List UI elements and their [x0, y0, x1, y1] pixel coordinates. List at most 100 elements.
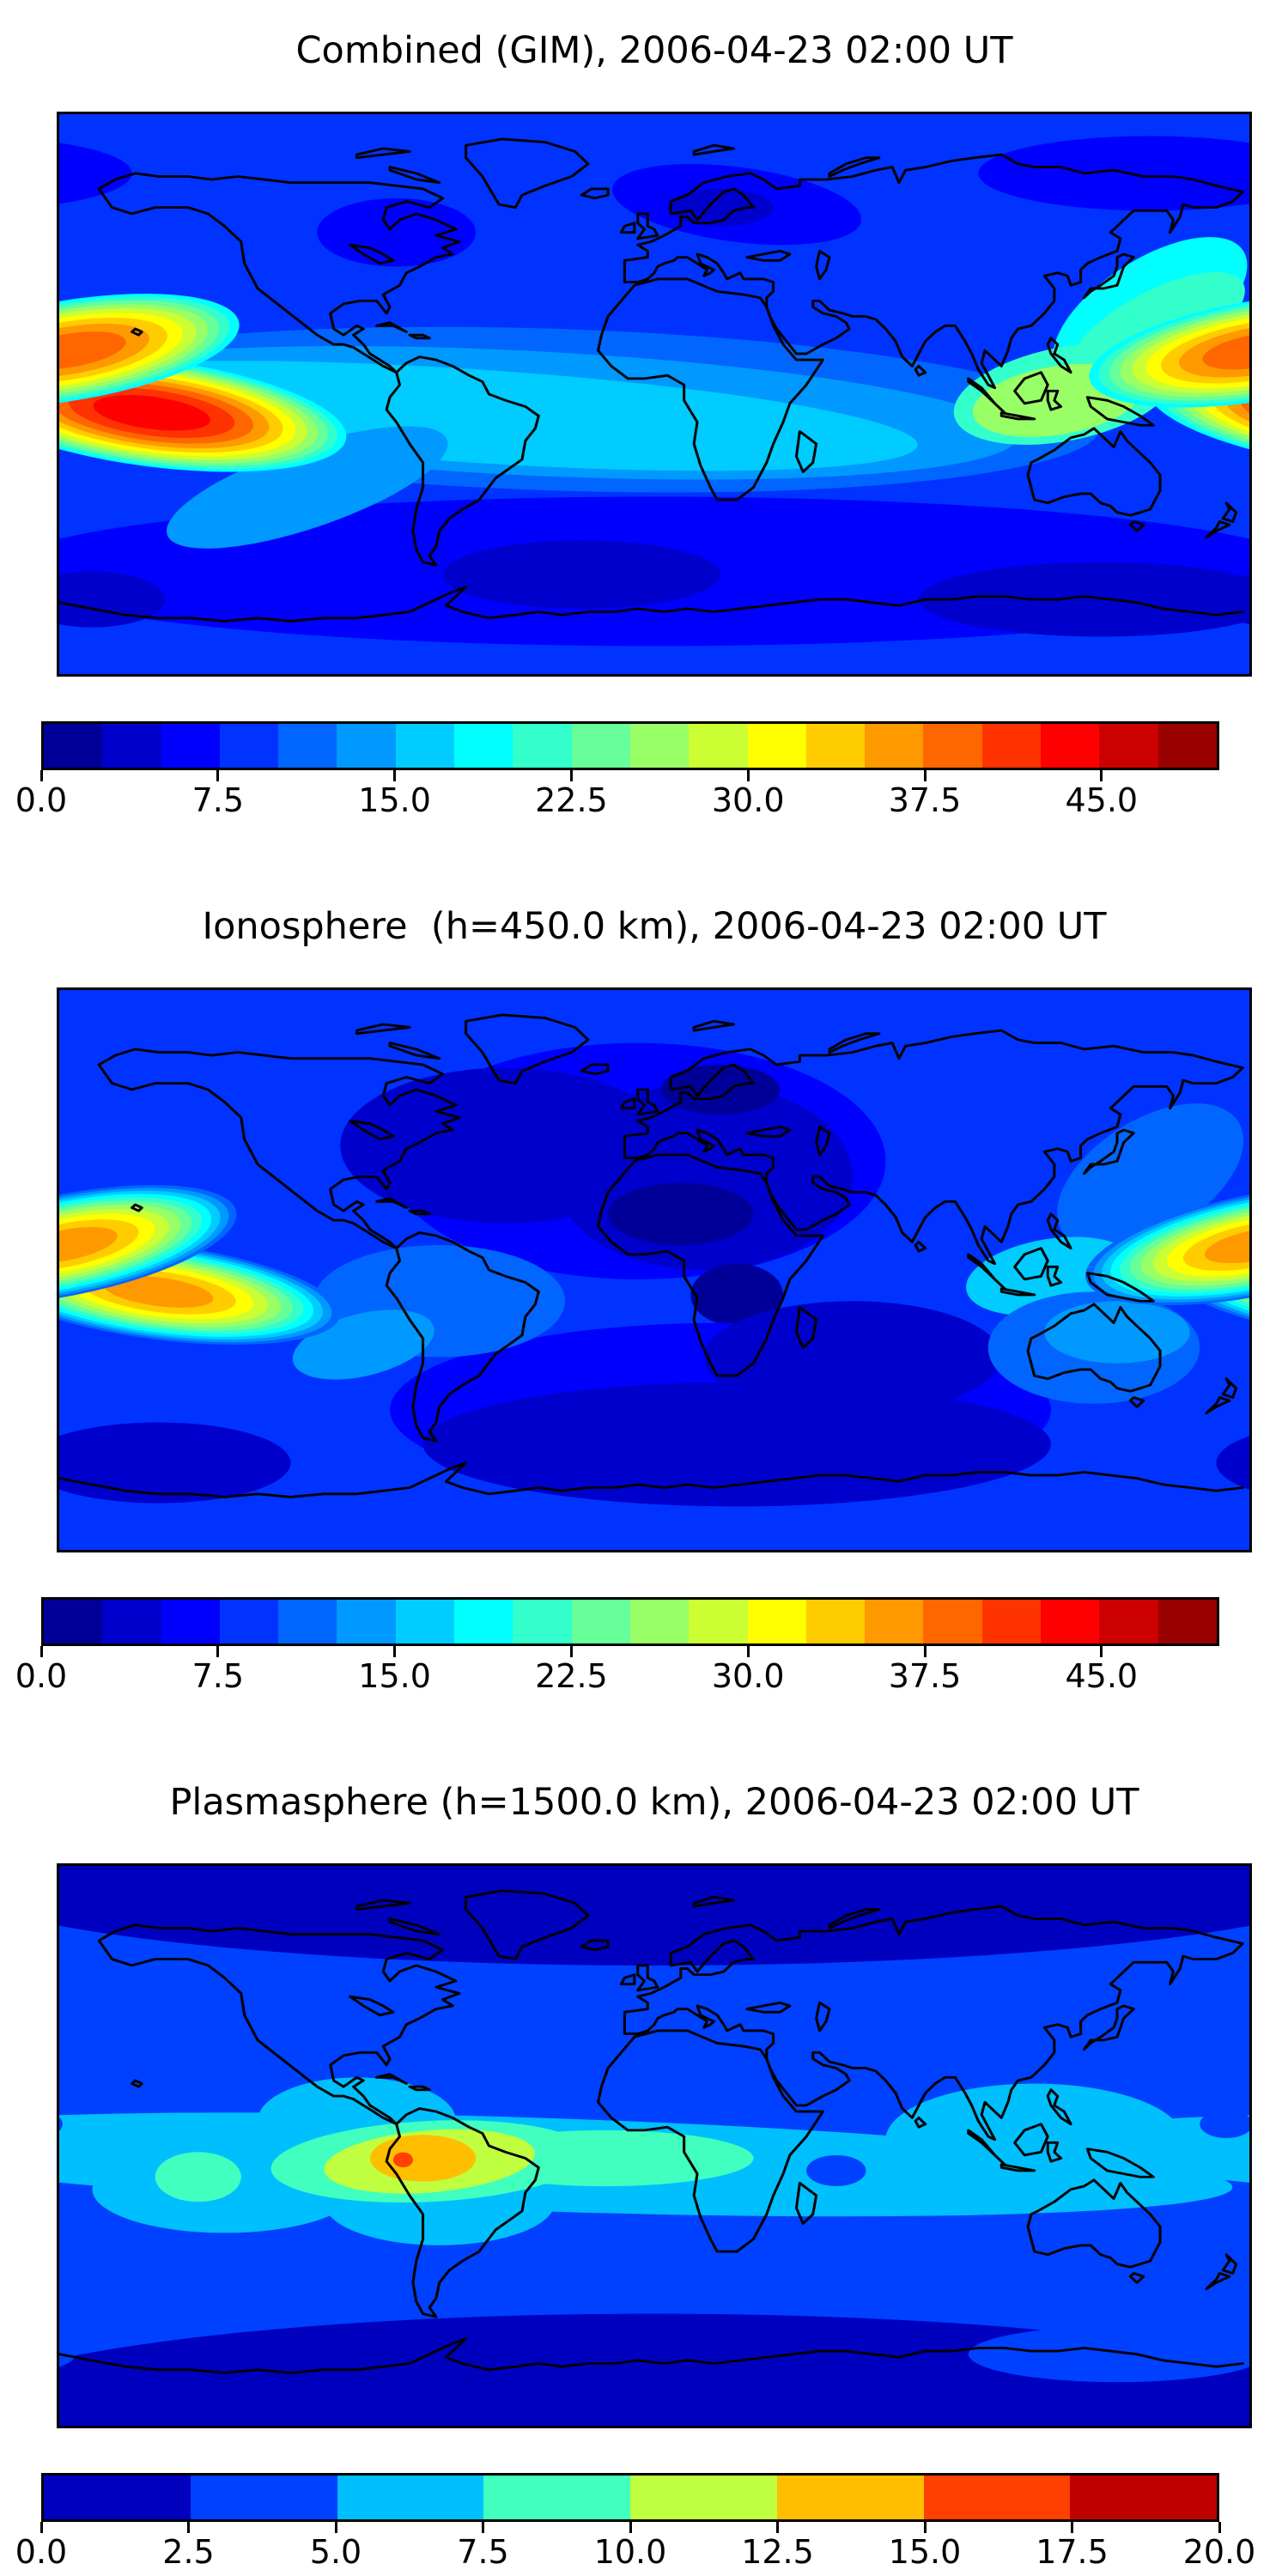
colorbar-plasmasphere	[41, 2473, 1219, 2522]
colorbar-tick-mark	[393, 770, 397, 781]
colorbar-tick-mark	[923, 2522, 927, 2533]
colorbar-tick-label: 2.5	[162, 2533, 215, 2571]
colorbar-segment	[454, 724, 513, 768]
colorbar-segment	[571, 724, 630, 768]
colorbar-segment	[776, 2476, 924, 2519]
colorbar-segment	[44, 1600, 103, 1643]
colorbar-segment	[1041, 1600, 1100, 1643]
colorbar-segment	[483, 2476, 630, 2519]
colorbar-segment	[1157, 724, 1217, 768]
colorbar-tick-mark	[216, 770, 220, 781]
colorbar-segment	[923, 1600, 982, 1643]
colorbar-tick-label: 20.0	[1182, 2533, 1256, 2571]
colorbar-segment	[395, 1600, 455, 1643]
colorbar-segment	[629, 1600, 690, 1643]
panel-plasmasphere: Plasmasphere (h=1500.0 km), 2006-04-23 0…	[0, 1699, 1288, 2575]
colorbar-segment	[1041, 724, 1100, 768]
colorbar-tick-mark	[39, 770, 43, 781]
panel-combined: Combined (GIM), 2006-04-23 02:00 UT 0.0 7…	[0, 0, 1288, 823]
colorbar-tick-mark	[569, 770, 573, 781]
colorbar-tick-label: 17.5	[1036, 2533, 1109, 2571]
colorbar-segment	[278, 1600, 337, 1643]
colorbar-segment	[629, 724, 690, 768]
colorbar-tick-mark	[746, 770, 750, 781]
map-combined	[57, 112, 1252, 677]
colorbar-tick-mark	[216, 1646, 220, 1657]
colorbar-tick-mark	[187, 2522, 190, 2533]
colorbar-tick-label: 0.0	[15, 1657, 68, 1695]
colorbar-tick-label: 12.5	[741, 2533, 814, 2571]
colorbar-ticks-plasmasphere: 0.0 2.5 5.0 7.5 10.0 12.5 15.0 17.5 20.0	[15, 2522, 1255, 2575]
colorbar-tick-label: 7.5	[191, 781, 245, 819]
colorbar-tick-mark	[746, 1646, 750, 1657]
colorbar-segment	[395, 724, 455, 768]
colorbar-tick-mark	[482, 2522, 484, 2533]
colorbar-segment	[513, 724, 572, 768]
colorbar-segment	[630, 2476, 777, 2519]
colorbar-segment	[337, 724, 396, 768]
colorbar-tick-mark	[393, 1646, 397, 1657]
colorbar-segment	[1099, 724, 1158, 768]
colorbar-tick-label: 45.0	[1065, 781, 1139, 819]
colorbar-tick-mark	[776, 2522, 779, 2533]
colorbar-tick-label: 22.5	[535, 1657, 608, 1695]
colorbar-tick-label: 10.0	[593, 2533, 667, 2571]
panel-title: Ionosphere (h=450.0 km), 2006-04-23 02:0…	[202, 905, 1107, 948]
colorbar-tick-label: 37.5	[888, 781, 962, 819]
colorbar-combined	[41, 721, 1219, 770]
colorbar-segment	[278, 724, 337, 768]
colorbar-segment	[337, 2476, 484, 2519]
colorbar-segment	[747, 1600, 806, 1643]
world-map-contours-icon	[59, 1866, 1249, 2426]
colorbar-tick-mark	[334, 2522, 337, 2533]
colorbar-tick-label: 7.5	[457, 2533, 509, 2571]
colorbar-segment	[805, 1600, 866, 1643]
colorbar-tick-label: 30.0	[711, 1657, 785, 1695]
colorbar-tick-label: 30.0	[711, 781, 785, 819]
colorbar-tick-mark	[1218, 2522, 1221, 2533]
colorbar-segment	[161, 1600, 220, 1643]
colorbar-tick-label: 15.0	[358, 781, 431, 819]
panel-ionosphere: Ionosphere (h=450.0 km), 2006-04-23 02:0…	[0, 823, 1288, 1699]
world-map-contours-icon	[59, 114, 1249, 674]
colorbar-tick-mark	[629, 2522, 632, 2533]
panel-title: Combined (GIM), 2006-04-23 02:00 UT	[295, 29, 1013, 72]
colorbar-segment	[102, 724, 161, 768]
colorbar-tick-label: 45.0	[1065, 1657, 1139, 1695]
colorbar-segment	[571, 1600, 630, 1643]
colorbar-segment	[513, 1600, 572, 1643]
colorbar-tick-label: 7.5	[191, 1657, 245, 1695]
colorbar-segment	[1070, 2476, 1217, 2519]
colorbar-tick-mark	[1100, 1646, 1103, 1657]
colorbar-ticks-ionosphere: 0.0 7.5 15.0 22.5 30.0 37.5 45.0	[15, 1646, 1219, 1699]
map-ionosphere	[57, 987, 1252, 1552]
colorbar-tick-mark	[1071, 2522, 1073, 2533]
colorbar-segment	[161, 724, 220, 768]
colorbar-segment	[865, 1600, 924, 1643]
colorbar-segment	[923, 724, 982, 768]
world-map-contours-icon	[59, 990, 1249, 1550]
colorbar-segment	[219, 724, 279, 768]
colorbar-tick-mark	[39, 1646, 43, 1657]
colorbar-segment	[44, 724, 103, 768]
colorbar-tick-label: 5.0	[309, 2533, 362, 2571]
colorbar-tick-label: 15.0	[888, 2533, 962, 2571]
colorbar-tick-mark	[1100, 770, 1103, 781]
colorbar-tick-label: 15.0	[358, 1657, 431, 1695]
colorbar-segment	[981, 1600, 1042, 1643]
colorbar-tick-mark	[923, 1646, 927, 1657]
colorbar-ionosphere	[41, 1597, 1219, 1646]
colorbar-segment	[747, 724, 806, 768]
colorbar-segment	[44, 2476, 191, 2519]
colorbar-segment	[337, 1600, 396, 1643]
colorbar-ticks-combined: 0.0 7.5 15.0 22.5 30.0 37.5 45.0	[15, 770, 1219, 823]
colorbar-tick-label: 0.0	[15, 2533, 68, 2571]
colorbar-segment	[190, 2476, 337, 2519]
colorbar-segment	[219, 1600, 279, 1643]
panel-title: Plasmasphere (h=1500.0 km), 2006-04-23 0…	[169, 1781, 1139, 1824]
colorbar-segment	[805, 724, 866, 768]
colorbar-segment	[923, 2476, 1071, 2519]
colorbar-segment	[689, 1600, 748, 1643]
colorbar-segment	[102, 1600, 161, 1643]
